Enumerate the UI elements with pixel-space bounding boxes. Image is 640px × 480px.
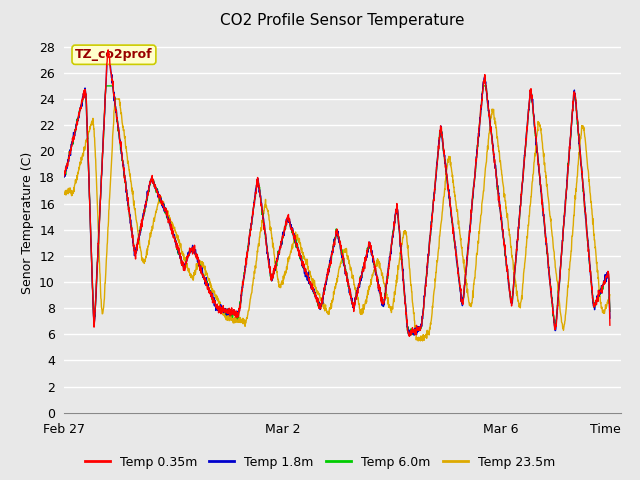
Title: CO2 Profile Sensor Temperature: CO2 Profile Sensor Temperature: [220, 13, 465, 28]
Legend: Temp 0.35m, Temp 1.8m, Temp 6.0m, Temp 23.5m: Temp 0.35m, Temp 1.8m, Temp 6.0m, Temp 2…: [79, 451, 561, 474]
Y-axis label: Senor Temperature (C): Senor Temperature (C): [20, 152, 33, 294]
Text: TZ_co2prof: TZ_co2prof: [75, 48, 153, 61]
